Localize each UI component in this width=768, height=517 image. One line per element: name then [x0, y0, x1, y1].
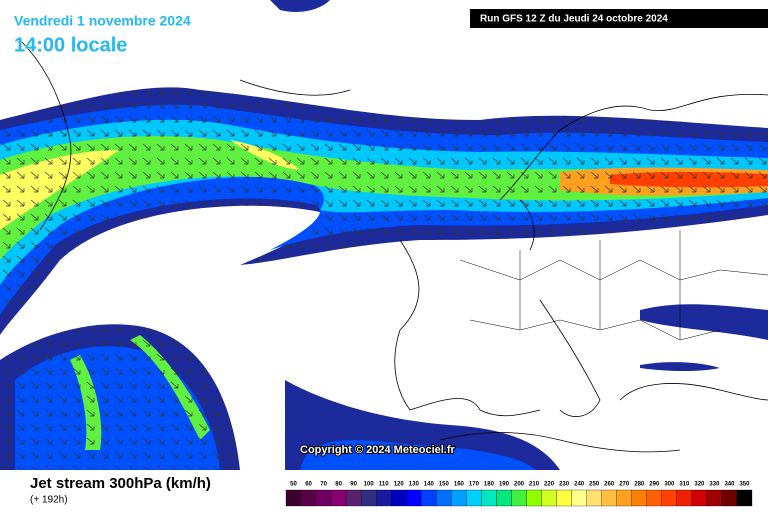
scale-swatch	[571, 489, 587, 507]
scale-swatch	[601, 489, 617, 507]
scale-label: 280	[634, 482, 645, 488]
color-scale: 50 60 70 80 90 100 110 120 130 140 150 160 170 180 190…	[285, 482, 753, 507]
scale-swatch	[646, 489, 662, 507]
scale-label: 180	[484, 482, 495, 488]
scale-label: 100	[364, 482, 375, 488]
scale-label: 250	[589, 482, 600, 488]
footer-lead: (+ 192h)	[30, 495, 68, 506]
scale-swatch	[345, 489, 362, 507]
scale-label: 120	[394, 482, 405, 488]
scale-swatch	[616, 489, 632, 507]
scale-label: 340	[724, 482, 735, 488]
run-box	[470, 9, 768, 28]
footer-title: Jet stream 300hPa (km/h)	[30, 475, 211, 492]
scale-label: 130	[409, 482, 420, 488]
scale-label: 200	[514, 482, 525, 488]
scale-label: 140	[424, 482, 435, 488]
scale-label: 240	[574, 482, 585, 488]
scale-label: 270	[619, 482, 630, 488]
scale-swatch	[481, 489, 497, 507]
scale-label: 260	[604, 482, 615, 488]
scale-swatch	[526, 489, 542, 507]
scale-swatch	[541, 489, 557, 507]
scale-label: 150	[439, 482, 450, 488]
scale-swatch	[556, 489, 572, 507]
scale-swatch	[631, 489, 647, 507]
scale-swatch	[511, 489, 527, 507]
scale-label: 310	[679, 482, 690, 488]
scale-swatch	[661, 489, 677, 507]
scale-swatch	[496, 489, 512, 507]
scale-label: 300	[664, 482, 675, 488]
scale-swatch	[315, 489, 332, 507]
scale-swatch	[300, 489, 317, 507]
scale-label: 290	[649, 482, 660, 488]
scale-label: 190	[499, 482, 510, 488]
scale-swatch	[361, 489, 377, 507]
scale-label: 160	[454, 482, 465, 488]
scale-label: 70	[320, 482, 327, 488]
scale-label: 350	[739, 482, 750, 488]
scale-swatch	[330, 489, 347, 507]
run-info: Run GFS 12 Z du Jeudi 24 octobre 2024	[480, 14, 668, 25]
scale-swatch	[421, 489, 437, 507]
scale-label: 60	[305, 482, 312, 488]
scale-label: 320	[694, 482, 705, 488]
forecast-date: Vendredi 1 novembre 2024	[14, 13, 191, 29]
scale-swatch	[691, 489, 708, 507]
forecast-time: 14:00 locale	[14, 34, 127, 56]
scale-label: 330	[709, 482, 720, 488]
scale-swatch	[736, 489, 753, 507]
scale-label: 220	[544, 482, 555, 488]
scale-label: 50	[290, 482, 297, 488]
coastlines	[19, 39, 768, 453]
scale-swatch	[466, 489, 482, 507]
scale-label: 90	[350, 482, 357, 488]
scale-swatch	[721, 489, 738, 507]
scale-swatch	[376, 489, 392, 507]
scale-swatch	[436, 489, 452, 507]
scale-swatch	[406, 489, 422, 507]
scale-label: 210	[529, 482, 540, 488]
scale-label: 110	[379, 482, 389, 488]
scale-swatch	[285, 489, 302, 507]
scale-swatch	[676, 489, 693, 507]
scale-swatch	[391, 489, 407, 507]
scale-label: 230	[559, 482, 570, 488]
scale-label: 170	[469, 482, 480, 488]
scale-label: 80	[335, 482, 342, 488]
scale-swatch	[706, 489, 723, 507]
scale-swatch	[451, 489, 467, 507]
copyright: Copyright © 2024 Meteociel.fr	[300, 444, 456, 456]
scale-swatch	[586, 489, 602, 507]
jet-stream	[0, 0, 768, 470]
